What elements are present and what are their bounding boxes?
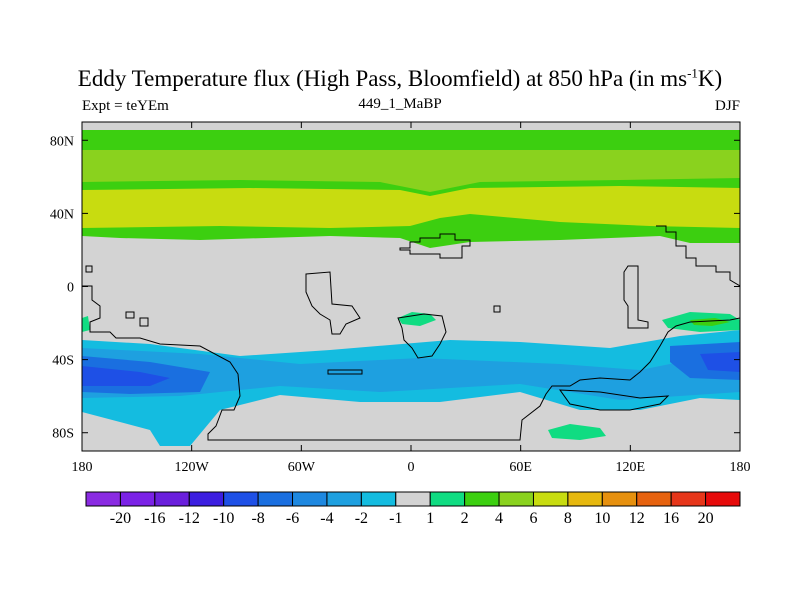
x-tick-label-3: 0 [408,460,415,475]
colorbar-label-10: 2 [461,510,469,527]
x-axis: 180 120W 60W 0 60E 120E 180 [72,122,751,475]
antarctic-cell [548,424,606,440]
colorbar-label-4: -8 [251,510,264,527]
colorbar-swatch-0 [85,491,121,507]
sh-indian-inner [700,352,740,372]
coast-asia-edge [656,225,740,287]
x-tick-label-4: 60E [509,460,532,475]
sh-mid-core [82,348,740,400]
y-tick-label-0: 80N [50,134,74,149]
x-tick-label-0: 180 [72,460,93,475]
coast-small-island-4 [493,305,501,313]
y-tick-label-1: 40N [50,207,74,222]
colorbar-swatch-1 [119,491,156,507]
colorbar-label-1: -16 [144,510,165,527]
colorbar-label-12: 6 [529,510,537,527]
colorbar-label-16: 16 [663,510,679,527]
s-atlantic-cell [398,312,436,326]
colorbar-swatch-3 [188,491,225,507]
colorbar-swatch-5 [257,491,294,507]
coast-small-island-1 [125,311,135,319]
run-label: 449_1_MaBP [358,96,442,112]
colorbar-label-9: 1 [426,510,434,527]
coast-small-island-2 [139,317,149,327]
colorbar-swatch-14 [567,491,603,507]
colorbar-swatch-18 [705,491,741,507]
map-field [82,122,740,451]
y-axis: 80N 40N 0 40S 80S [50,134,740,442]
colorbar-label-7: -2 [355,510,368,527]
colorbar-label-6: -4 [320,510,333,527]
nh-band-60N [82,150,740,192]
colorbar-label-14: 10 [594,510,610,527]
colorbar-label-15: 12 [629,510,645,527]
colorbar-label-17: 20 [698,510,714,527]
x-tick-label-6: 180 [730,460,751,475]
colorbar-swatch-4 [223,491,259,507]
plot-title: Eddy Temperature flux (High Pass, Bloomf… [77,65,723,91]
colorbar-swatch-2 [154,491,190,507]
colorbar-label-5: -6 [286,510,299,527]
coast-small-island-5 [85,265,93,273]
y-tick-label-2: 0 [67,281,74,296]
coast-australia [397,313,447,359]
colorbar-swatch-15 [601,491,638,507]
colorbar-swatch-17 [670,491,707,507]
coast-west-edge [82,285,740,441]
coast-south-america [305,271,361,335]
colorbar-label-2: -12 [179,510,200,527]
west-africa-cell [82,316,90,332]
colorbar-swatch-7 [326,491,362,507]
colorbar-swatch-8 [360,491,397,507]
x-tick-label-1: 120W [175,460,210,475]
colorbar: -20 -16 -12 -10 -8 -6 -4 -2 -1 1 2 4 6 8 10 12 16 20 [85,491,741,527]
nh-band-40N [82,186,740,228]
colorbar-label-0: -20 [110,510,131,527]
colorbar-swatch-12 [498,491,534,507]
coast-africa [623,265,649,329]
x-tick-label-5: 120E [616,460,646,475]
colorbar-swatch-6 [292,491,328,507]
colorbar-label-8: -1 [389,510,402,527]
coast-antarctic-peninsula [558,389,670,411]
sh-pacific-inner [82,366,170,386]
y-tick-label-4: 80S [52,427,74,442]
y-tick-label-3: 40S [52,354,74,369]
colorbar-label-11: 4 [495,510,503,527]
coast-small-island-3 [327,369,363,375]
season-label: DJF [714,98,740,114]
experiment-label: Expt = teYEm [82,98,169,114]
colorbar-label-13: 8 [564,510,572,527]
colorbar-swatch-16 [636,491,672,507]
coastlines [82,225,740,441]
colorbar-label-3: -10 [213,510,234,527]
x-tick-label-2: 60W [288,460,316,475]
colorbar-swatch-11 [464,491,500,507]
colorbar-swatch-13 [532,491,569,507]
coast-north-america [399,233,471,259]
colorbar-swatch-9 [395,491,431,507]
colorbar-swatch-10 [429,491,466,507]
